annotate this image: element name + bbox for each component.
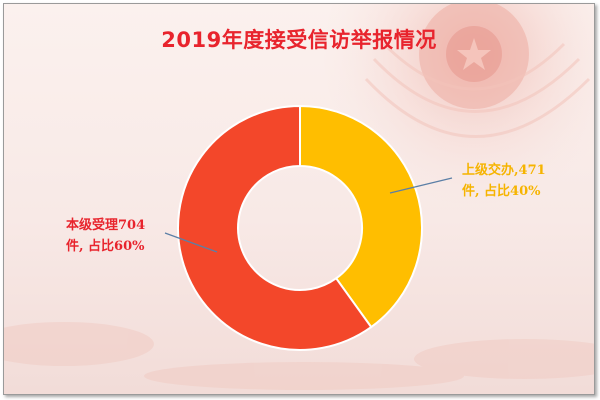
slice-label-local-line1: 本级受理704: [66, 218, 146, 233]
donut-chart: [164, 104, 453, 351]
slice-label-superior: 上级交办,471 件, 占比40%: [462, 160, 546, 202]
chart-title: 2019年度接受信访举报情况: [161, 28, 437, 52]
leader-line-superior: [389, 177, 453, 194]
slice-label-superior-line1: 上级交办,471: [462, 163, 546, 178]
chart-frame: 2019年度接受信访举报情况 本级受理704 件, 占比60% 上级交办,471…: [3, 3, 595, 395]
donut-slice-local: [177, 104, 373, 351]
donut-slice-superior: [299, 104, 423, 329]
slice-label-superior-line2: 件, 占比40%: [462, 184, 541, 199]
leader-line-local: [164, 232, 218, 253]
slice-label-local-line2: 件, 占比60%: [66, 239, 145, 254]
slice-label-local: 本级受理704 件, 占比60%: [66, 215, 145, 257]
